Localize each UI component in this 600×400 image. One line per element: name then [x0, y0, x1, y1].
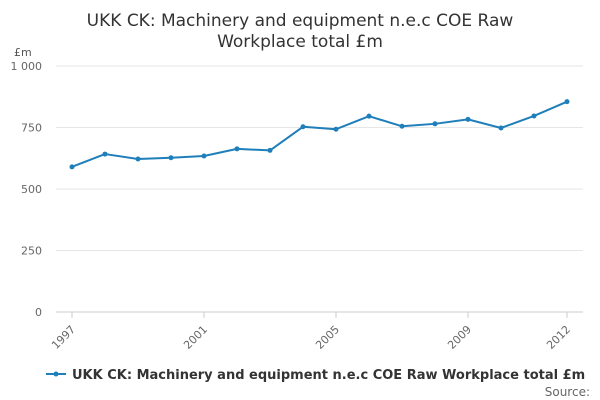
grid-lines [56, 65, 583, 313]
data-point[interactable] [366, 113, 372, 119]
data-point[interactable] [267, 147, 273, 153]
y-tick-label: 750 [21, 122, 42, 135]
chart-title-line-1: UKK CK: Machinery and equipment n.e.c CO… [87, 11, 514, 31]
data-point[interactable] [531, 113, 537, 119]
y-tick-labels: 0 250 500 750 1 000 [11, 60, 43, 319]
y-axis-label: £m [14, 46, 32, 59]
data-point[interactable] [564, 99, 570, 105]
data-point[interactable] [333, 126, 339, 132]
y-tick-label: 250 [21, 245, 42, 258]
data-point[interactable] [300, 124, 306, 130]
data-point[interactable] [234, 146, 240, 152]
data-point[interactable] [69, 164, 75, 170]
chart-title-line-2: Workplace total £m [217, 32, 383, 52]
data-point[interactable] [498, 125, 504, 131]
source-label: Source: [545, 385, 590, 399]
legend-entry-label: UKK CK: Machinery and equipment n.e.c CO… [72, 368, 585, 383]
series-line[interactable] [71, 100, 568, 168]
data-point[interactable] [399, 123, 405, 129]
data-point[interactable] [102, 151, 108, 157]
x-tick-label: 2005 [313, 323, 342, 352]
x-axis: 1997 2001 2005 2009 2012 [49, 311, 583, 352]
y-tick-label: 500 [21, 183, 42, 196]
series-layer [69, 99, 570, 170]
data-point[interactable] [465, 116, 471, 122]
data-point[interactable] [432, 121, 438, 127]
data-point[interactable] [201, 153, 207, 159]
x-tick-label: 2009 [445, 323, 474, 352]
x-tick-label: 2012 [544, 323, 573, 352]
y-tick-label: 1 000 [11, 60, 43, 73]
legend[interactable]: UKK CK: Machinery and equipment n.e.c CO… [46, 368, 585, 383]
y-tick-label: 0 [35, 306, 42, 319]
x-tick-label: 2001 [181, 323, 210, 352]
data-point[interactable] [135, 156, 141, 162]
x-tick-label: 1997 [49, 323, 78, 352]
legend-marker-swatch [53, 371, 59, 377]
data-point[interactable] [168, 155, 174, 161]
